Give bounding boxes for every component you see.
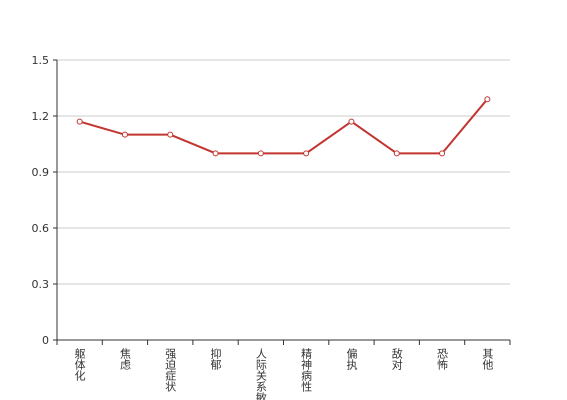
point — [348, 118, 355, 125]
x-tick-label: 抑郁 — [209, 347, 222, 370]
y-tick-label: 1.5 — [32, 54, 50, 67]
point — [212, 150, 219, 157]
y-tick-label: 0.9 — [32, 166, 50, 179]
x-tick-label: 焦虑 — [118, 348, 131, 370]
x-tick-label: 恐怖 — [436, 348, 449, 370]
x-tick-label: 敌对 — [390, 347, 403, 370]
x-tick-label: 躯体化 — [73, 348, 86, 382]
point — [76, 118, 83, 125]
point — [303, 150, 310, 157]
x-tick-label: 精神病性 — [300, 348, 313, 393]
x-tick-label: 其他 — [481, 348, 494, 370]
y-tick-label: 0.6 — [32, 222, 50, 235]
point — [121, 131, 128, 138]
y-tick-label: 1.2 — [32, 110, 50, 123]
x-tick-label: 偏执 — [345, 347, 358, 371]
point — [439, 150, 446, 157]
point — [167, 131, 174, 138]
y-tick-label: 0 — [42, 334, 49, 347]
point — [393, 150, 400, 157]
point — [484, 96, 491, 103]
x-tick-label: 强迫症状 — [164, 348, 177, 392]
x-tick-label: 人际关系敏感 — [254, 348, 267, 400]
line — [79, 98, 489, 155]
point — [257, 150, 264, 157]
y-tick-label: 0.3 — [32, 278, 50, 291]
